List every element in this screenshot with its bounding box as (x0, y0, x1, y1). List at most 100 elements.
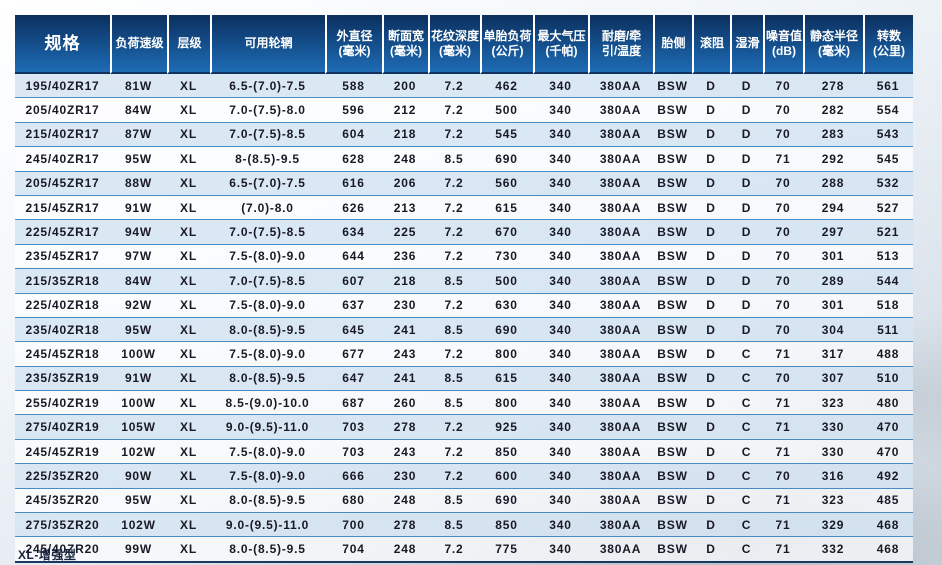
table-cell: 380AA (588, 537, 653, 563)
table-cell: 102W (110, 439, 167, 465)
table-cell: 340 (533, 488, 588, 514)
table-cell: 468 (863, 537, 913, 563)
table-cell: XL (167, 147, 210, 172)
table-row: 245/45ZR19 102W XL 7.5-(8.0)-9.0 703 243 7.2 85… (15, 439, 913, 465)
table-cell: 301 (803, 244, 863, 270)
table-cell: C (730, 537, 763, 563)
table-cell: 340 (533, 342, 588, 367)
table-cell: XL (167, 415, 210, 440)
table-cell: 195/40ZR17 (15, 74, 110, 99)
table-cell: 71 (763, 488, 803, 514)
table-cell: 225/35ZR20 (15, 464, 110, 489)
table-cell: BSW (653, 391, 692, 416)
table-row: 245/40ZR17 95W XL 8-(8.5)-9.5 628 248 8.5 690 34… (15, 147, 913, 172)
table-cell: 704 (325, 537, 382, 563)
table-cell: XL (167, 537, 210, 563)
table-cell: BSW (653, 74, 692, 99)
table-cell: 340 (533, 74, 588, 99)
column-header: 断面宽 (毫米) (382, 15, 428, 74)
table-cell: 100W (110, 391, 167, 416)
table-row: 225/40ZR18 92W XL 7.5-(8.0)-9.0 637 230 7.2 630… (15, 293, 913, 318)
table-cell: 380AA (588, 220, 653, 245)
table-cell: 340 (533, 415, 588, 440)
column-header: 可用轮辋 (210, 15, 325, 74)
table-cell: 282 (803, 98, 863, 123)
table-cell: D (730, 244, 763, 270)
table-cell: 215/45ZR17 (15, 195, 110, 221)
table-cell: 647 (325, 366, 382, 392)
table-cell: 500 (480, 269, 533, 294)
table-cell: 380AA (588, 293, 653, 318)
table-cell: 850 (480, 513, 533, 538)
table-cell: 7.2 (428, 415, 480, 440)
table-cell: 278 (382, 415, 428, 440)
table-header: 规格 负荷速级 层级 可用轮辋 外直径 (毫米) 断面宽 (毫米) 花纹深度 (毫米) 单胎负… (15, 15, 913, 74)
table-cell: 340 (533, 269, 588, 294)
table-cell: D (730, 269, 763, 294)
table-cell: XL (167, 220, 210, 245)
table-cell: 278 (803, 74, 863, 99)
table-cell: BSW (653, 220, 692, 245)
table-cell: 70 (763, 464, 803, 489)
table-row: 215/40ZR17 87W XL 7.0-(7.5)-8.5 604 218 7.2 545… (15, 122, 913, 148)
table-cell: 225 (382, 220, 428, 245)
table-row: 225/45ZR17 94W XL 7.0-(7.5)-8.5 634 225 7.2 670… (15, 220, 913, 245)
table-cell: 7.0-(7.5)-8.0 (210, 98, 325, 123)
table-cell: 99W (110, 537, 167, 563)
column-header: 滚阻 (692, 15, 730, 74)
table-cell: 340 (533, 147, 588, 172)
table-cell: 7.0-(7.5)-8.5 (210, 269, 325, 294)
table-cell: XL (167, 293, 210, 318)
table-cell: 241 (382, 317, 428, 343)
table-cell: 70 (763, 74, 803, 99)
table-cell: 70 (763, 122, 803, 148)
table-cell: 84W (110, 269, 167, 294)
table-cell: 850 (480, 439, 533, 465)
table-cell: 380AA (588, 391, 653, 416)
table-cell: 340 (533, 513, 588, 538)
table-cell: 71 (763, 415, 803, 440)
table-cell: 241 (382, 366, 428, 392)
table-cell: 71 (763, 391, 803, 416)
table-cell: 380AA (588, 513, 653, 538)
table-cell: 235/40ZR18 (15, 317, 110, 343)
table-cell: XL (167, 317, 210, 343)
table-cell: 7.2 (428, 537, 480, 563)
table-cell: 687 (325, 391, 382, 416)
table-cell: BSW (653, 293, 692, 318)
table-cell: 275/35ZR20 (15, 513, 110, 538)
table-cell: 703 (325, 439, 382, 465)
table-cell: 543 (863, 122, 913, 148)
table-cell: 561 (863, 74, 913, 99)
table-cell: 323 (803, 488, 863, 514)
table-cell: 340 (533, 439, 588, 465)
table-cell: 236 (382, 244, 428, 270)
table-cell: 666 (325, 464, 382, 489)
table-cell: 304 (803, 317, 863, 343)
table-row: 235/40ZR18 95W XL 8.0-(8.5)-9.5 645 241 8.5 690… (15, 317, 913, 343)
table-cell: 7.2 (428, 293, 480, 318)
table-cell: 7.5-(8.0)-9.0 (210, 293, 325, 318)
table-cell: XL (167, 513, 210, 538)
table-row: 195/40ZR17 81W XL 6.5-(7.0)-7.5 588 200 7.2 462… (15, 74, 913, 99)
table-cell: 105W (110, 415, 167, 440)
table-cell: XL (167, 98, 210, 123)
table-cell: 243 (382, 439, 428, 465)
table-cell: 340 (533, 195, 588, 221)
table-cell: 645 (325, 317, 382, 343)
table-cell: 8.0-(8.5)-9.5 (210, 488, 325, 514)
table-cell: 330 (803, 415, 863, 440)
table-cell: 8.5 (428, 513, 480, 538)
table-cell: XL (167, 269, 210, 294)
table-cell: 70 (763, 244, 803, 270)
table-cell: BSW (653, 98, 692, 123)
table-cell: 71 (763, 513, 803, 538)
table-cell: BSW (653, 195, 692, 221)
table-cell: 340 (533, 391, 588, 416)
table-cell: BSW (653, 342, 692, 367)
table-cell: C (730, 415, 763, 440)
table-cell: 70 (763, 220, 803, 245)
column-header: 转数 (公里) (863, 15, 913, 74)
table-cell: C (730, 342, 763, 367)
footnote-xl: XL-增强型 (18, 548, 77, 562)
